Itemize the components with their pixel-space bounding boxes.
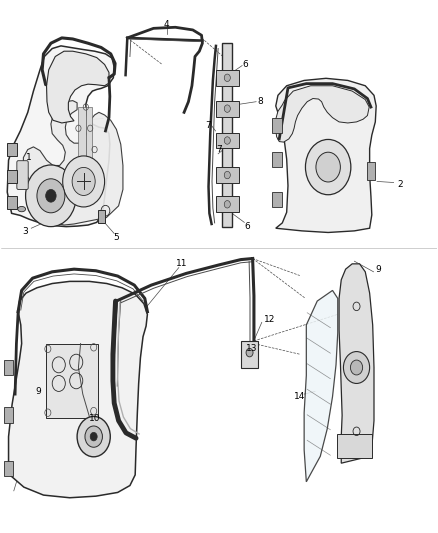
Polygon shape — [276, 86, 369, 142]
FancyBboxPatch shape — [7, 143, 17, 156]
FancyBboxPatch shape — [272, 118, 282, 133]
Circle shape — [224, 200, 230, 208]
Text: 9: 9 — [35, 387, 41, 396]
Text: 3: 3 — [22, 228, 28, 237]
FancyBboxPatch shape — [4, 360, 13, 375]
Text: 7: 7 — [205, 121, 211, 130]
Circle shape — [46, 189, 56, 202]
Circle shape — [72, 167, 95, 196]
Polygon shape — [46, 51, 109, 123]
Circle shape — [224, 74, 230, 82]
FancyBboxPatch shape — [4, 407, 13, 423]
Text: 6: 6 — [242, 60, 248, 69]
Text: 2: 2 — [397, 180, 403, 189]
Text: 9: 9 — [375, 265, 381, 273]
FancyBboxPatch shape — [86, 107, 92, 160]
FancyBboxPatch shape — [337, 434, 372, 458]
Text: 14: 14 — [294, 392, 305, 401]
Circle shape — [224, 105, 230, 112]
Text: 12: 12 — [264, 315, 275, 324]
FancyBboxPatch shape — [7, 196, 17, 209]
Circle shape — [90, 432, 97, 441]
Text: 6: 6 — [244, 222, 250, 231]
FancyBboxPatch shape — [46, 344, 98, 418]
Polygon shape — [339, 264, 374, 463]
Circle shape — [316, 152, 340, 182]
Circle shape — [305, 140, 351, 195]
Circle shape — [25, 165, 76, 227]
Polygon shape — [276, 78, 376, 232]
FancyBboxPatch shape — [78, 107, 86, 160]
Circle shape — [350, 360, 363, 375]
Text: 8: 8 — [258, 97, 263, 106]
FancyBboxPatch shape — [241, 341, 258, 368]
Text: 4: 4 — [164, 20, 170, 29]
FancyBboxPatch shape — [17, 161, 28, 189]
Text: 1: 1 — [26, 153, 32, 162]
Polygon shape — [7, 46, 114, 227]
Text: 11: 11 — [176, 260, 187, 268]
Circle shape — [37, 179, 65, 213]
FancyBboxPatch shape — [272, 152, 282, 167]
FancyBboxPatch shape — [7, 169, 17, 182]
FancyBboxPatch shape — [272, 192, 282, 207]
Circle shape — [224, 137, 230, 144]
FancyBboxPatch shape — [4, 461, 13, 477]
Polygon shape — [23, 101, 123, 225]
FancyBboxPatch shape — [223, 43, 232, 227]
FancyBboxPatch shape — [216, 133, 239, 149]
Ellipse shape — [18, 206, 25, 212]
Text: 7: 7 — [216, 145, 222, 154]
FancyBboxPatch shape — [216, 70, 239, 86]
Polygon shape — [9, 281, 148, 498]
Circle shape — [77, 416, 110, 457]
FancyBboxPatch shape — [216, 196, 239, 212]
Text: 10: 10 — [89, 414, 100, 423]
FancyBboxPatch shape — [216, 101, 239, 117]
Circle shape — [85, 426, 102, 447]
FancyBboxPatch shape — [98, 209, 106, 223]
Text: 5: 5 — [113, 233, 119, 242]
Polygon shape — [304, 290, 338, 482]
FancyBboxPatch shape — [216, 167, 239, 183]
Circle shape — [246, 349, 253, 357]
FancyBboxPatch shape — [367, 162, 375, 180]
Circle shape — [343, 352, 370, 383]
Text: 13: 13 — [246, 344, 258, 353]
Circle shape — [224, 171, 230, 179]
Circle shape — [63, 156, 105, 207]
